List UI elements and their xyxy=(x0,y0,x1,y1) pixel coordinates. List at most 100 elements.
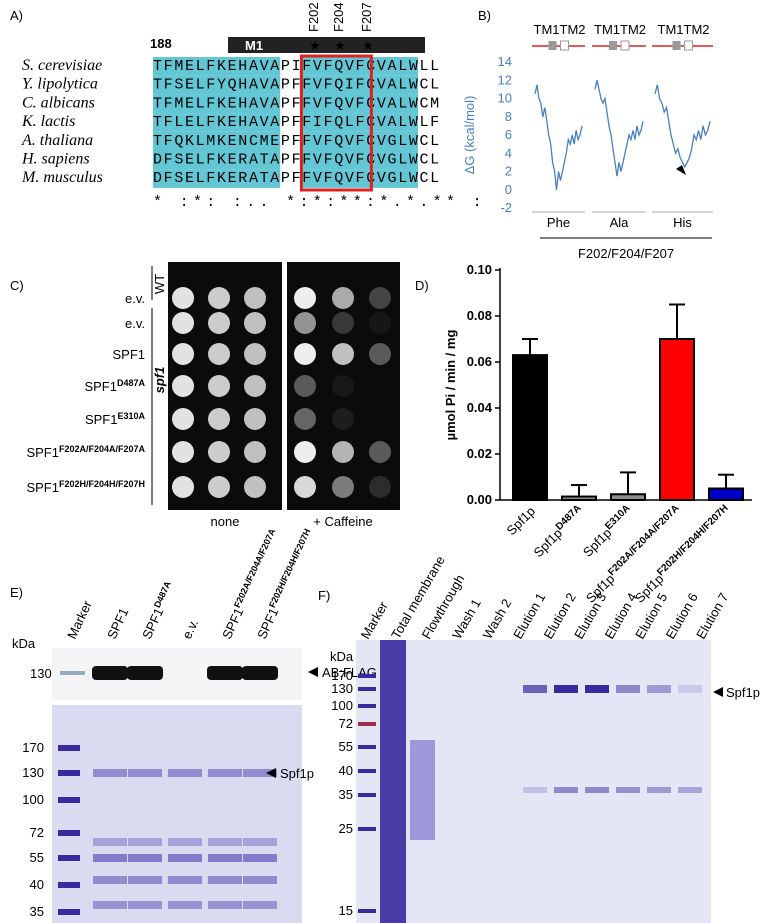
gel-band xyxy=(243,854,277,862)
marker-label: 25 xyxy=(339,821,353,836)
species-name: A. thaliana xyxy=(21,132,93,149)
marker-label: 170 xyxy=(22,740,44,755)
arrow xyxy=(266,768,276,778)
strain-label-base: SPF1 xyxy=(84,379,117,394)
star: ★ xyxy=(309,38,321,53)
conserved-block xyxy=(301,150,418,170)
y-tick-label: 4 xyxy=(505,145,512,160)
blot-band xyxy=(92,666,128,680)
colony-spot xyxy=(208,408,230,430)
line xyxy=(534,84,583,190)
lane-label-sup: F202H/F204H/F207H xyxy=(267,527,312,609)
strain-label-base: SPF1 xyxy=(26,445,59,460)
colony-spot xyxy=(244,408,266,430)
colony-spot xyxy=(332,408,354,430)
x-tick-label-sup: D487A xyxy=(554,503,584,533)
gel-band xyxy=(585,685,609,693)
gel-band xyxy=(243,838,277,846)
colony-spot xyxy=(172,287,194,309)
y-tick-label: 14 xyxy=(498,54,512,69)
x-tick-label-sup: E310A xyxy=(603,503,632,532)
gel-band xyxy=(168,769,202,777)
colony-spot xyxy=(294,312,316,334)
lane-label: SPF1 xyxy=(104,605,131,641)
residue-label: F204 xyxy=(331,2,346,32)
tm-icon xyxy=(620,40,630,51)
colony-spot xyxy=(172,408,194,430)
y-axis-title: ΔG (kcal/mol) xyxy=(462,96,477,175)
gel-band xyxy=(93,838,127,846)
gel-band xyxy=(128,876,162,884)
marker-band xyxy=(358,704,376,708)
conserved-block xyxy=(153,57,281,76)
lane-label-base: SPF1 xyxy=(219,605,246,641)
conserved-block xyxy=(301,57,418,76)
y-tick-label: 0.08 xyxy=(467,308,492,323)
marker-band xyxy=(58,745,80,751)
gel xyxy=(52,705,302,923)
x-tick-label: Spf1p xyxy=(503,504,538,539)
lane-label-sup: D487A xyxy=(152,579,173,609)
marker-band xyxy=(358,674,376,678)
colony-spot xyxy=(172,343,194,365)
smear xyxy=(380,640,406,923)
gel-band xyxy=(208,901,242,909)
colony-spot xyxy=(369,287,391,309)
gel-band xyxy=(243,769,277,777)
x-tick-label: Spf1pF202H/F204H/F207H xyxy=(631,503,734,606)
colony-spot xyxy=(332,476,354,498)
colony-spot xyxy=(172,312,194,334)
sequence: DFSELFKERATAPFFVFQVFCVGLWCL xyxy=(153,170,439,187)
species-name: M. musculus xyxy=(21,169,103,186)
residue-label: F202 xyxy=(306,2,321,32)
unit-label: kDa xyxy=(330,649,354,664)
gel-band xyxy=(554,685,578,693)
gel-band xyxy=(678,787,702,793)
colony-spot xyxy=(208,287,230,309)
conserved-block xyxy=(153,131,281,151)
blot-band xyxy=(127,666,163,680)
gel-band xyxy=(523,787,547,793)
gel-band xyxy=(208,876,242,884)
conserved-block xyxy=(153,75,281,95)
marker-label: 130 xyxy=(22,765,44,780)
marker-label: 40 xyxy=(30,877,44,892)
x-tick-label-base: Spf1p xyxy=(503,504,538,539)
panel-label: C) xyxy=(10,278,24,293)
colony-spot xyxy=(208,343,230,365)
marker-label: 130 xyxy=(331,681,353,696)
conserved-block xyxy=(153,150,281,170)
strain-label-base: e.v. xyxy=(125,316,145,331)
topology-label: TM1 xyxy=(594,22,620,37)
colony-spot xyxy=(332,343,354,365)
y-tick-label: 2 xyxy=(505,164,512,179)
conservation: * :*: :.. *:*:**:*.*.** : xyxy=(153,194,482,211)
colony-spot xyxy=(244,476,266,498)
marker-band xyxy=(358,827,376,831)
line xyxy=(594,80,644,177)
strain-label: SPF1F202H/F204H/F207H xyxy=(26,479,145,495)
start-residue: 188 xyxy=(150,36,172,51)
conserved-block xyxy=(153,169,281,188)
strain-group: WT xyxy=(152,274,167,294)
panel-label: A) xyxy=(10,8,23,23)
y-tick-label: 10 xyxy=(498,91,512,106)
gel-band xyxy=(128,769,162,777)
lane-label: Wash 2 xyxy=(480,596,515,641)
colony-spot xyxy=(332,287,354,309)
x-tick-label: Spf1pF202A/F204A/F207A xyxy=(582,503,685,606)
gel-band xyxy=(128,854,162,862)
colony-spot xyxy=(244,441,266,463)
tm-icon xyxy=(684,40,693,51)
marker-label: 55 xyxy=(339,739,353,754)
highlight-box xyxy=(299,54,373,192)
colony-spot xyxy=(369,441,391,463)
colony-spot xyxy=(294,343,316,365)
y-tick-label: -2 xyxy=(500,200,512,215)
colony-spot xyxy=(244,312,266,334)
bar xyxy=(708,487,744,501)
conserved-block xyxy=(153,94,281,114)
arrow xyxy=(308,667,318,677)
band-label: Spf1p xyxy=(726,685,760,700)
